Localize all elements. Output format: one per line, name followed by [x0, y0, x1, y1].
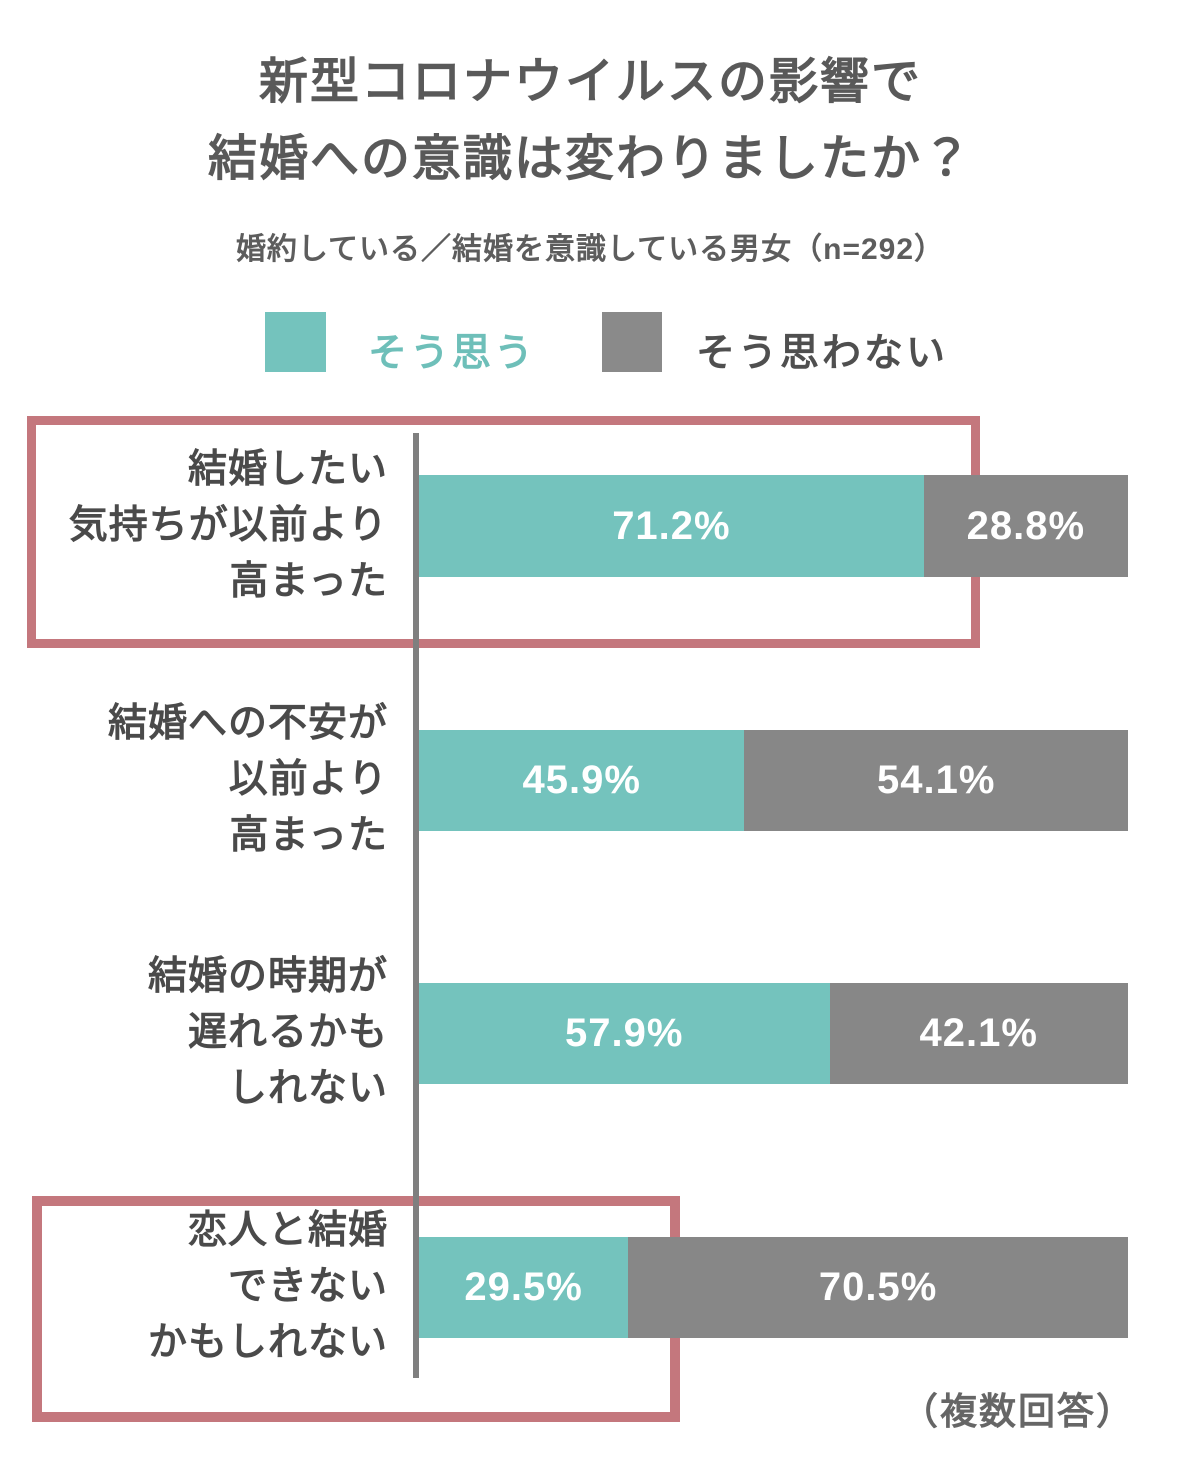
chart-title-line1: 新型コロナウイルスの影響で — [258, 55, 922, 109]
bar-row3-agree-segment: 57.9% — [419, 983, 830, 1084]
bar-row4-agree-segment: 29.5% — [419, 1237, 629, 1338]
bar-row2-disagree-value: 54.1% — [876, 758, 996, 802]
bar-row2-disagree-segment: 54.1% — [744, 730, 1128, 831]
bar-row1-agree-segment: 71.2% — [419, 475, 924, 577]
category-label-row3-line1: 結婚の時期が — [147, 955, 388, 998]
legend-swatch-agree — [265, 312, 326, 372]
category-label-row3-line2: 遅れるかも — [187, 1011, 388, 1054]
category-label-row4-line3: かもしれない — [147, 1321, 388, 1364]
axis-baseline — [413, 433, 419, 1378]
bar-row1: 71.2% 28.8% — [419, 475, 1128, 577]
footnote-multiple-answers: （複数回答） — [901, 1391, 1135, 1432]
legend-label-agree: そう思う — [368, 332, 537, 375]
bar-row1-disagree-value: 28.8% — [966, 503, 1086, 548]
category-label-row4: 恋人と結婚 できない かもしれない — [30, 1203, 388, 1371]
category-label-row1-line3: 高まった — [229, 560, 388, 603]
category-label-row3: 結婚の時期が 遅れるかも しれない — [30, 949, 388, 1117]
category-label-row4-line2: できない — [227, 1265, 388, 1308]
category-label-row1-line1: 結婚したい — [187, 448, 388, 491]
category-label-row1-line2: 気持ちが以前より — [68, 504, 388, 547]
chart-title: 新型コロナウイルスの影響で 結婚への意識は変わりましたか？ — [0, 44, 1181, 198]
category-label-row1: 結婚したい 気持ちが以前より 高まった — [30, 442, 388, 610]
category-label-row2: 結婚への不安が 以前より 高まった — [30, 696, 388, 864]
bar-row4-disagree-value: 70.5% — [818, 1265, 938, 1309]
category-label-row2-line2: 以前より — [228, 758, 388, 801]
legend-label-disagree: そう思わない — [696, 332, 949, 375]
category-label-row2-line3: 高まった — [229, 814, 388, 857]
bar-row2-agree-value: 45.9% — [522, 758, 641, 802]
bar-row2-agree-segment: 45.9% — [419, 730, 745, 831]
bar-row4-disagree-segment: 70.5% — [628, 1237, 1128, 1338]
bar-row3-disagree-segment: 42.1% — [829, 983, 1128, 1084]
bar-row4: 29.5% 70.5% — [419, 1237, 1128, 1338]
category-label-row2-line1: 結婚への不安が — [107, 702, 388, 745]
bar-row4-agree-value: 29.5% — [464, 1265, 583, 1309]
bar-row3-disagree-value: 42.1% — [919, 1011, 1038, 1055]
chart-subtitle: 婚約している／結婚を意識している男女（n=292） — [235, 233, 946, 266]
legend-swatch-disagree — [602, 312, 662, 372]
category-label-row3-line3: しれない — [227, 1067, 388, 1110]
bar-row3-agree-value: 57.9% — [565, 1011, 684, 1055]
category-label-row4-line1: 恋人と結婚 — [187, 1209, 388, 1252]
bar-row3: 57.9% 42.1% — [419, 983, 1128, 1084]
bar-row1-disagree-segment: 28.8% — [923, 475, 1128, 577]
chart-title-line2: 結婚への意識は変わりましたか？ — [207, 132, 973, 186]
bar-row2: 45.9% 54.1% — [419, 730, 1128, 831]
bar-row1-agree-value: 71.2% — [612, 503, 731, 548]
